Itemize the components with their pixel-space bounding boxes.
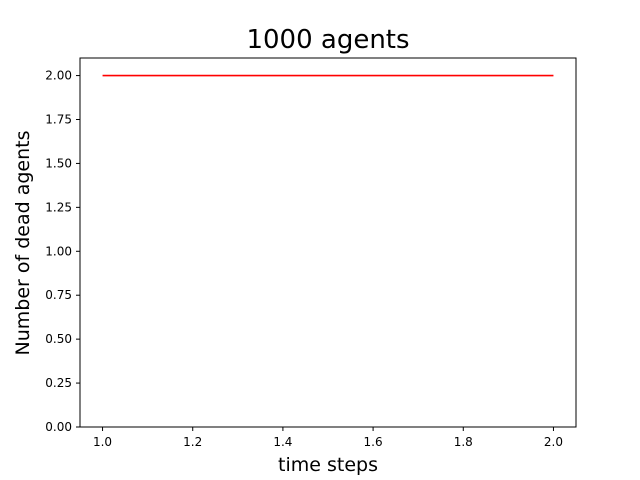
- x-axis-ticks: 1.0 1.2 1.4 1.6 1.8 2.0: [93, 427, 563, 449]
- y-axis-ticks: 0.00 0.25 0.50 0.75 1.00 1.25 1.50 1.75 2.00: [45, 69, 80, 434]
- x-tick-label: 1.2: [183, 435, 202, 449]
- plot-frame: [79, 57, 577, 428]
- x-axis-title: time steps: [278, 454, 378, 476]
- chart-title: 1000 agents: [246, 25, 409, 55]
- y-tick-label: 0.50: [45, 332, 72, 346]
- x-tick-label: 1.4: [273, 435, 292, 449]
- y-tick-label: 1.25: [45, 200, 72, 214]
- y-axis-title: Number of dead agents: [12, 131, 34, 356]
- y-tick-label: 0.25: [45, 376, 72, 390]
- y-tick-label: 1.50: [45, 156, 72, 170]
- x-tick-label: 1.8: [454, 435, 473, 449]
- x-tick-label: 2.0: [544, 435, 563, 449]
- x-tick-label: 1.6: [364, 435, 383, 449]
- x-tick-label: 1.0: [93, 435, 112, 449]
- y-tick-label: 1.00: [45, 244, 72, 258]
- y-tick-label: 0.00: [45, 420, 72, 434]
- y-tick-label: 2.00: [45, 69, 72, 83]
- y-tick-label: 0.75: [45, 288, 72, 302]
- y-tick-label: 1.75: [45, 113, 72, 127]
